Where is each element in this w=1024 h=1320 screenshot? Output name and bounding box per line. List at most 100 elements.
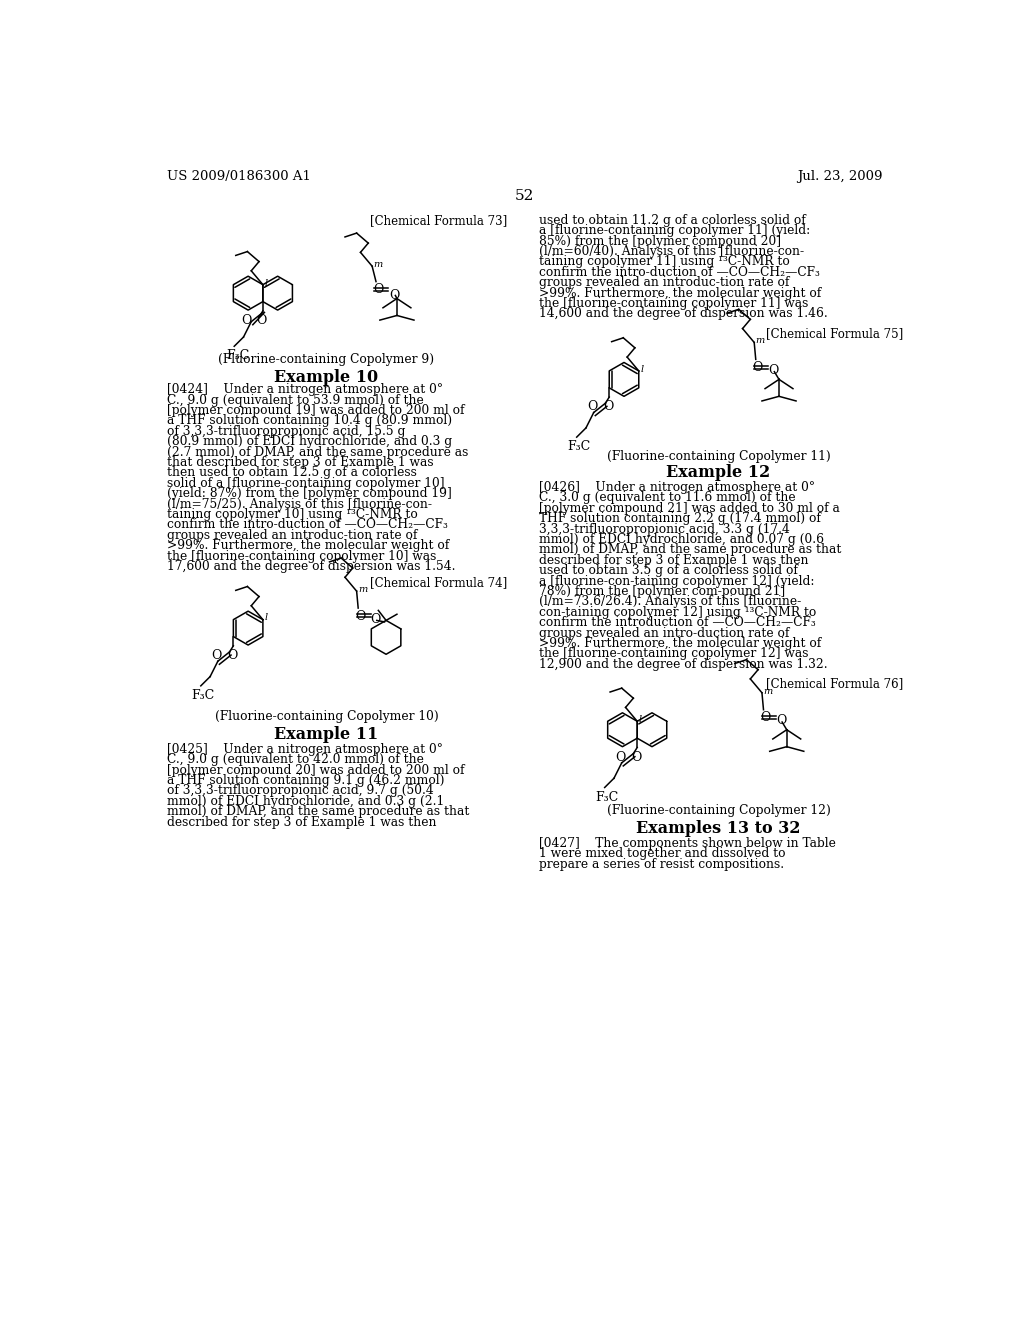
Text: [polymer compound 19] was added to 200 ml of: [polymer compound 19] was added to 200 m… — [167, 404, 464, 417]
Text: >99%. Furthermore, the molecular weight of: >99%. Furthermore, the molecular weight … — [539, 286, 821, 300]
Text: m: m — [764, 686, 773, 696]
Text: O: O — [631, 751, 641, 763]
Text: >99%. Furthermore, the molecular weight of: >99%. Furthermore, the molecular weight … — [167, 539, 449, 552]
Text: [Chemical Formula 74]: [Chemical Formula 74] — [371, 577, 508, 590]
Text: C., 3.0 g (equivalent to 11.6 mmol) of the: C., 3.0 g (equivalent to 11.6 mmol) of t… — [539, 491, 796, 504]
Text: (l/m=73.6/26.4). Analysis of this [fluorine-: (l/m=73.6/26.4). Analysis of this [fluor… — [539, 595, 801, 609]
Text: that described for step 3 of Example 1 was: that described for step 3 of Example 1 w… — [167, 455, 433, 469]
Text: THF solution containing 2.2 g (17.4 mmol) of: THF solution containing 2.2 g (17.4 mmol… — [539, 512, 820, 525]
Text: taining copolymer 10] using ¹³C-NMR to: taining copolymer 10] using ¹³C-NMR to — [167, 508, 418, 521]
Text: [0427]    The components shown below in Table: [0427] The components shown below in Tab… — [539, 837, 836, 850]
Text: O: O — [615, 751, 626, 763]
Text: taining copolymer 11] using ¹³C-NMR to: taining copolymer 11] using ¹³C-NMR to — [539, 256, 790, 268]
Text: a THF solution containing 10.4 g (80.9 mmol): a THF solution containing 10.4 g (80.9 m… — [167, 414, 452, 428]
Text: solid of a [fluorine-containing copolymer 10]: solid of a [fluorine-containing copolyme… — [167, 477, 444, 490]
Text: confirm the intro-duction of —CO—CH₂—CF₃: confirm the intro-duction of —CO—CH₂—CF₃ — [167, 519, 447, 532]
Text: (l/m=60/40). Analysis of this [fluorine-con-: (l/m=60/40). Analysis of this [fluorine-… — [539, 246, 804, 257]
Text: Example 11: Example 11 — [274, 726, 379, 743]
Text: >99%. Furthermore, the molecular weight of: >99%. Furthermore, the molecular weight … — [539, 638, 821, 649]
Text: the [fluorine-containing copolymer 10] was: the [fluorine-containing copolymer 10] w… — [167, 549, 436, 562]
Text: mmol) of EDCI hydrochloride, and 0.07 g (0.6: mmol) of EDCI hydrochloride, and 0.07 g … — [539, 533, 823, 546]
Text: F₃C: F₃C — [226, 350, 250, 363]
Text: O: O — [371, 612, 381, 626]
Text: of 3,3,3-trifluoropropionic acid, 9.7 g (50.4: of 3,3,3-trifluoropropionic acid, 9.7 g … — [167, 784, 433, 797]
Text: Jul. 23, 2009: Jul. 23, 2009 — [798, 170, 883, 183]
Text: O: O — [212, 649, 222, 661]
Text: [0424]    Under a nitrogen atmosphere at 0°: [0424] Under a nitrogen atmosphere at 0° — [167, 383, 442, 396]
Text: described for step 3 of Example 1 was then: described for step 3 of Example 1 was th… — [539, 554, 808, 566]
Text: [0425]    Under a nitrogen atmosphere at 0°: [0425] Under a nitrogen atmosphere at 0° — [167, 743, 442, 756]
Text: (Fluorine-containing Copolymer 12): (Fluorine-containing Copolymer 12) — [606, 804, 830, 817]
Text: Examples 13 to 32: Examples 13 to 32 — [636, 820, 801, 837]
Text: O: O — [761, 711, 771, 725]
Text: F₃C: F₃C — [595, 791, 618, 804]
Text: l: l — [264, 279, 267, 288]
Text: (Fluorine-containing Copolymer 11): (Fluorine-containing Copolymer 11) — [606, 450, 830, 463]
Text: O: O — [355, 610, 366, 623]
Text: O: O — [227, 649, 238, 661]
Text: m: m — [374, 260, 383, 269]
Text: [Chemical Formula 75]: [Chemical Formula 75] — [766, 327, 903, 341]
Text: (80.9 mmol) of EDCI hydrochloride, and 0.3 g: (80.9 mmol) of EDCI hydrochloride, and 0… — [167, 436, 452, 449]
Text: m: m — [358, 585, 368, 594]
Text: the [fluorine-containing copolymer 12] was: the [fluorine-containing copolymer 12] w… — [539, 647, 808, 660]
Text: C., 9.0 g (equivalent to 42.0 mmol) of the: C., 9.0 g (equivalent to 42.0 mmol) of t… — [167, 754, 424, 766]
Text: 85%) from the [polymer compound 20]: 85%) from the [polymer compound 20] — [539, 235, 780, 248]
Text: O: O — [768, 364, 778, 378]
Text: m: m — [756, 337, 765, 346]
Text: groups revealed an introduc-tion rate of: groups revealed an introduc-tion rate of — [167, 529, 417, 541]
Text: mmol) of DMAP, and the same procedure as that: mmol) of DMAP, and the same procedure as… — [539, 544, 841, 557]
Text: (Fluorine-containing Copolymer 9): (Fluorine-containing Copolymer 9) — [218, 354, 434, 366]
Text: F₃C: F₃C — [567, 441, 591, 453]
Text: [polymer compound 21] was added to 30 ml of a: [polymer compound 21] was added to 30 ml… — [539, 502, 840, 515]
Text: [0426]    Under a nitrogen atmosphere at 0°: [0426] Under a nitrogen atmosphere at 0° — [539, 480, 815, 494]
Text: (yield: 87%) from the [polymer compound 19]: (yield: 87%) from the [polymer compound … — [167, 487, 452, 500]
Text: l: l — [639, 715, 642, 725]
Text: (l/m=75/25). Analysis of this [fluorine-con-: (l/m=75/25). Analysis of this [fluorine-… — [167, 498, 432, 511]
Text: Example 12: Example 12 — [667, 465, 771, 480]
Text: groups revealed an intro-duction rate of: groups revealed an intro-duction rate of — [539, 627, 790, 640]
Text: [Chemical Formula 76]: [Chemical Formula 76] — [766, 677, 903, 690]
Text: of 3,3,3-trifluoropropionic acid, 15.5 g: of 3,3,3-trifluoropropionic acid, 15.5 g — [167, 425, 406, 438]
Text: O: O — [588, 400, 598, 413]
Text: Example 10: Example 10 — [274, 368, 379, 385]
Text: O: O — [374, 284, 384, 296]
Text: 14,600 and the degree of dispersion was 1.46.: 14,600 and the degree of dispersion was … — [539, 308, 827, 321]
Text: O: O — [242, 314, 252, 327]
Text: a THF solution containing 9.1 g (46.2 mmol): a THF solution containing 9.1 g (46.2 mm… — [167, 774, 444, 787]
Text: 3,3,3-trifluoropropionic acid, 3.3 g (17.4: 3,3,3-trifluoropropionic acid, 3.3 g (17… — [539, 523, 790, 536]
Text: [polymer compound 20] was added to 200 ml of: [polymer compound 20] was added to 200 m… — [167, 763, 464, 776]
Text: the [fluorine-containing copolymer 11] was: the [fluorine-containing copolymer 11] w… — [539, 297, 808, 310]
Text: O: O — [603, 400, 613, 413]
Text: O: O — [753, 360, 763, 374]
Text: mmol) of EDCI hydrochloride, and 0.3 g (2.1: mmol) of EDCI hydrochloride, and 0.3 g (… — [167, 795, 444, 808]
Text: a [fluorine-con-taining copolymer 12] (yield:: a [fluorine-con-taining copolymer 12] (y… — [539, 574, 814, 587]
Text: used to obtain 11.2 g of a colorless solid of: used to obtain 11.2 g of a colorless sol… — [539, 214, 806, 227]
Text: confirm the intro-duction of —CO—CH₂—CF₃: confirm the intro-duction of —CO—CH₂—CF₃ — [539, 265, 819, 279]
Text: con-taining copolymer 12] using ¹³C-NMR to: con-taining copolymer 12] using ¹³C-NMR … — [539, 606, 816, 619]
Text: then used to obtain 12.5 g of a colorless: then used to obtain 12.5 g of a colorles… — [167, 466, 417, 479]
Text: O: O — [389, 289, 399, 302]
Text: (2.7 mmol) of DMAP, and the same procedure as: (2.7 mmol) of DMAP, and the same procedu… — [167, 446, 468, 458]
Text: groups revealed an introduc-tion rate of: groups revealed an introduc-tion rate of — [539, 276, 790, 289]
Text: 1 were mixed together and dissolved to: 1 were mixed together and dissolved to — [539, 847, 785, 861]
Text: described for step 3 of Example 1 was then: described for step 3 of Example 1 was th… — [167, 816, 436, 829]
Text: [Chemical Formula 73]: [Chemical Formula 73] — [371, 214, 508, 227]
Text: confirm the introduction of —CO—CH₂—CF₃: confirm the introduction of —CO—CH₂—CF₃ — [539, 616, 815, 630]
Text: 52: 52 — [515, 189, 535, 203]
Text: mmol) of DMAP, and the same procedure as that: mmol) of DMAP, and the same procedure as… — [167, 805, 469, 818]
Text: prepare a series of resist compositions.: prepare a series of resist compositions. — [539, 858, 784, 871]
Text: a [fluorine-containing copolymer 11] (yield:: a [fluorine-containing copolymer 11] (yi… — [539, 224, 810, 238]
Text: 78%) from the [polymer com-pound 21]: 78%) from the [polymer com-pound 21] — [539, 585, 784, 598]
Text: F₃C: F₃C — [191, 689, 215, 702]
Text: 12,900 and the degree of dispersion was 1.32.: 12,900 and the degree of dispersion was … — [539, 657, 827, 671]
Text: O: O — [257, 314, 267, 327]
Text: (Fluorine-containing Copolymer 10): (Fluorine-containing Copolymer 10) — [214, 710, 438, 723]
Text: C., 9.0 g (equivalent to 53.9 mmol) of the: C., 9.0 g (equivalent to 53.9 mmol) of t… — [167, 393, 424, 407]
Text: 17,600 and the degree of dispersion was 1.54.: 17,600 and the degree of dispersion was … — [167, 560, 456, 573]
Text: US 2009/0186300 A1: US 2009/0186300 A1 — [167, 170, 310, 183]
Text: l: l — [264, 614, 267, 623]
Text: used to obtain 3.5 g of a colorless solid of: used to obtain 3.5 g of a colorless soli… — [539, 564, 798, 577]
Text: l: l — [640, 364, 643, 374]
Text: O: O — [776, 714, 786, 727]
